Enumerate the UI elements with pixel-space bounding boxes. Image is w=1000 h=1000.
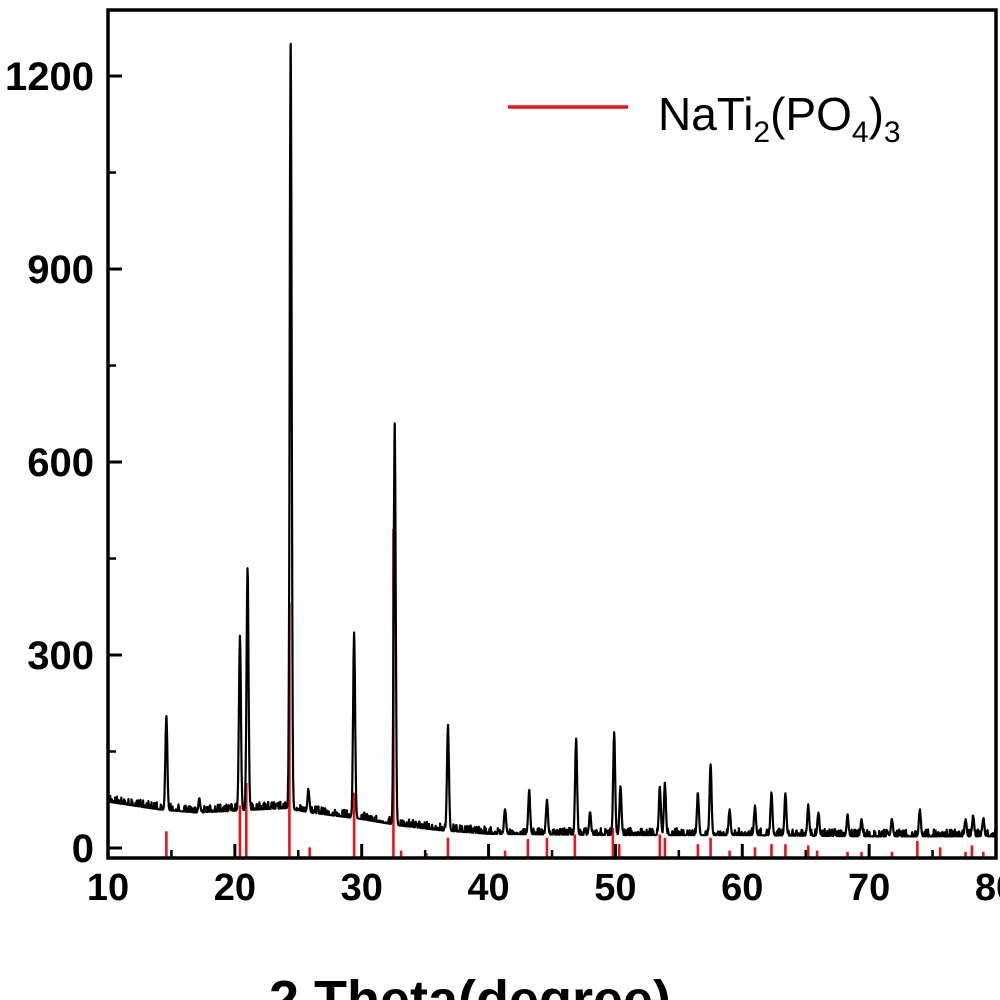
plot-area <box>106 42 997 857</box>
legend-label: NaTi2(PO4)3 <box>658 88 901 149</box>
y-tick-label: 900 <box>27 248 94 292</box>
x-tick-label: 40 <box>467 867 509 909</box>
x-tick-label: 30 <box>341 867 383 909</box>
legend-label-sub-3: 3 <box>884 116 901 149</box>
y-tick-label: 1200 <box>5 55 94 99</box>
x-tick-label: 80 <box>975 867 1000 909</box>
x-tick-label: 50 <box>594 867 636 909</box>
x-tick-label: 60 <box>721 867 763 909</box>
x-tick-label: 20 <box>214 867 256 909</box>
xrd-pattern-line <box>106 42 997 838</box>
tick-labels: 10 20 30 40 50 60 70 80 0 300 600 900 1200 <box>5 55 1000 909</box>
y-tick-label: 600 <box>27 441 94 485</box>
legend-label-main: NaTi <box>658 88 753 140</box>
legend-label-sub-1: 2 <box>753 116 770 149</box>
legend: NaTi2(PO4)3 <box>508 88 901 149</box>
x-axis-title: 2 Theta(degree) <box>269 970 671 1000</box>
legend-label-sub-2: 4 <box>852 116 869 149</box>
y-tick-label: 300 <box>27 634 94 678</box>
x-tick-label: 70 <box>848 867 890 909</box>
y-tick-label: 0 <box>72 827 94 871</box>
axes <box>106 8 998 860</box>
x-tick-label: 10 <box>87 867 129 909</box>
legend-label-mid: (PO <box>770 88 852 140</box>
legend-label-end: ) <box>869 88 884 140</box>
